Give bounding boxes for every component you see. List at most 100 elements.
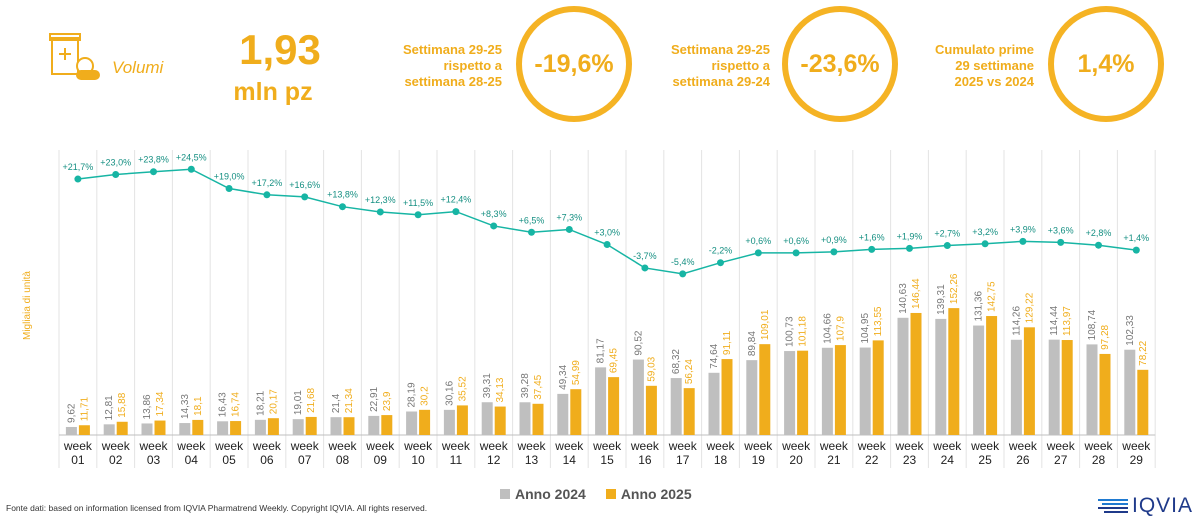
growth-point: [263, 191, 271, 199]
bar-2024: [217, 421, 229, 435]
category-label-line2: 18: [714, 453, 728, 467]
growth-point: [187, 165, 195, 173]
category-label-line1: week: [781, 439, 811, 453]
bar-2024: [821, 347, 833, 435]
category-label-line1: week: [1046, 439, 1076, 453]
growth-point: [641, 264, 649, 272]
growth-label: +2,8%: [1086, 228, 1112, 238]
bar-2025: [381, 415, 393, 435]
category-label-line1: week: [176, 439, 206, 453]
growth-label: +21,7%: [63, 162, 94, 172]
bar-2024: [973, 325, 985, 435]
data-label-2024: 68,32: [671, 349, 682, 374]
growth-label: +23,0%: [100, 158, 131, 168]
category-label-line2: 12: [487, 453, 501, 467]
category-label-line2: 02: [109, 453, 123, 467]
category-label-line1: week: [252, 439, 282, 453]
data-label-2025: 78,22: [1138, 340, 1149, 365]
category-label-line1: week: [441, 439, 471, 453]
category-label-line1: week: [214, 439, 244, 453]
bar-2025: [78, 425, 90, 435]
growth-point: [830, 248, 838, 256]
data-label-2024: 140,63: [898, 283, 909, 314]
category-label-line1: week: [516, 439, 546, 453]
category-label-line1: week: [403, 439, 433, 453]
growth-label: +13,8%: [327, 190, 358, 200]
bar-2025: [872, 340, 884, 435]
data-label-2024: 100,73: [785, 316, 796, 347]
category-label-line2: 06: [260, 453, 274, 467]
growth-point: [301, 193, 309, 201]
category-label-line1: week: [705, 439, 735, 453]
growth-point: [528, 228, 535, 236]
category-label-line1: week: [592, 439, 622, 453]
data-label-2025: 16,74: [231, 392, 242, 417]
bar-2025: [721, 359, 733, 435]
data-label-2024: 14,33: [180, 394, 191, 419]
data-label-2025: 35,52: [457, 376, 468, 401]
data-label-2024: 74,64: [709, 343, 720, 368]
growth-point: [792, 249, 800, 257]
growth-label: +7,3%: [556, 212, 582, 222]
bar-2024: [368, 415, 380, 435]
category-label-line2: 07: [298, 453, 312, 467]
category-label-line1: week: [479, 439, 509, 453]
data-label-2025: 91,11: [722, 330, 733, 355]
data-label-2024: 81,17: [596, 338, 607, 363]
growth-point: [150, 168, 157, 176]
growth-label: +0,9%: [821, 235, 847, 245]
category-label-line2: 23: [903, 453, 917, 467]
growth-label: -3,7%: [633, 251, 657, 261]
category-label-line2: 22: [865, 453, 879, 467]
data-label-2025: 21,68: [306, 387, 317, 412]
category-label-line2: 08: [336, 453, 350, 467]
bar-2024: [632, 359, 644, 435]
data-label-2024: 28,19: [407, 382, 418, 407]
bar-2025: [154, 420, 166, 435]
legend-swatch-2024: [500, 489, 510, 499]
bar-2024: [330, 417, 342, 435]
growth-point: [679, 270, 687, 278]
data-label-2025: 11,71: [79, 397, 90, 422]
bar-2025: [116, 421, 128, 435]
bar-2025: [645, 385, 657, 435]
category-label-line2: 19: [752, 453, 766, 467]
category-label-line1: week: [857, 439, 887, 453]
data-label-2024: 18,21: [255, 390, 266, 415]
category-label-line2: 24: [941, 453, 955, 467]
bar-2025: [683, 388, 695, 435]
bar-2024: [519, 402, 531, 435]
category-label-line1: week: [819, 439, 849, 453]
bar-2024: [103, 424, 115, 435]
bar-2025: [797, 350, 809, 435]
data-label-2025: 21,34: [344, 388, 355, 413]
growth-point: [565, 225, 573, 233]
bar-2024: [179, 423, 191, 435]
kpi-label-week-vs-lastyear: Settimana 29-25 rispetto a settimana 29-…: [671, 42, 770, 89]
bar-2024: [670, 378, 682, 435]
data-label-2024: 21,4: [331, 393, 342, 413]
bar-2024: [708, 372, 720, 435]
data-label-2025: 97,28: [1100, 324, 1111, 349]
category-label-line2: 13: [525, 453, 539, 467]
bar-2025: [532, 403, 544, 435]
growth-label: +2,7%: [934, 229, 960, 239]
bar-2025: [1099, 353, 1111, 435]
bar-2025: [230, 421, 242, 435]
bar-2025: [1061, 340, 1073, 435]
data-label-2025: 17,34: [155, 391, 166, 416]
growth-label: +3,9%: [1010, 224, 1036, 234]
bar-2025: [986, 316, 998, 435]
pill-box-icon: [48, 32, 104, 82]
category-label-line1: week: [63, 439, 93, 453]
data-label-2025: 146,44: [911, 278, 922, 309]
data-label-2024: 13,86: [142, 394, 153, 419]
kpi-label-week-vs-prev: Settimana 29-25 rispetto a settimana 28-…: [403, 42, 502, 89]
data-label-2025: 23,9: [382, 391, 393, 411]
bar-2024: [1086, 344, 1098, 435]
growth-point: [943, 242, 951, 250]
bar-2024: [443, 409, 455, 435]
legend-item-2025: Anno 2025: [605, 486, 692, 502]
data-label-2024: 12,81: [104, 395, 115, 420]
data-label-2024: 114,44: [1049, 305, 1060, 335]
